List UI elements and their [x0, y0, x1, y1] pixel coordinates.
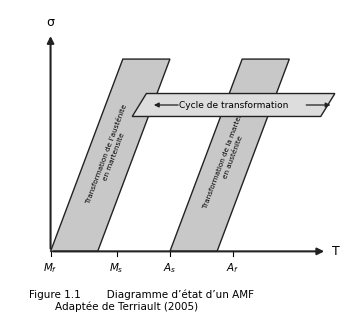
Text: $A_s$: $A_s$: [163, 261, 177, 275]
Text: Cycle de transformation: Cycle de transformation: [179, 100, 288, 110]
Polygon shape: [170, 59, 289, 251]
Polygon shape: [51, 59, 170, 251]
Text: $M_s$: $M_s$: [109, 261, 124, 275]
Text: $A_f$: $A_f$: [226, 261, 239, 275]
Text: Transformation de l’austénite
en martensite: Transformation de l’austénite en martens…: [85, 103, 135, 207]
Text: Figure 1.1        Diagramme d’état d’un AMF
        Adaptée de Terriault (2005): Figure 1.1 Diagramme d’état d’un AMF Ada…: [29, 289, 253, 312]
Polygon shape: [132, 94, 335, 117]
Text: Transformation de la martensite
en austénite: Transformation de la martensite en austé…: [203, 99, 256, 212]
Text: T: T: [332, 245, 340, 258]
Text: $M_f$: $M_f$: [43, 261, 58, 275]
Text: σ: σ: [46, 16, 55, 29]
